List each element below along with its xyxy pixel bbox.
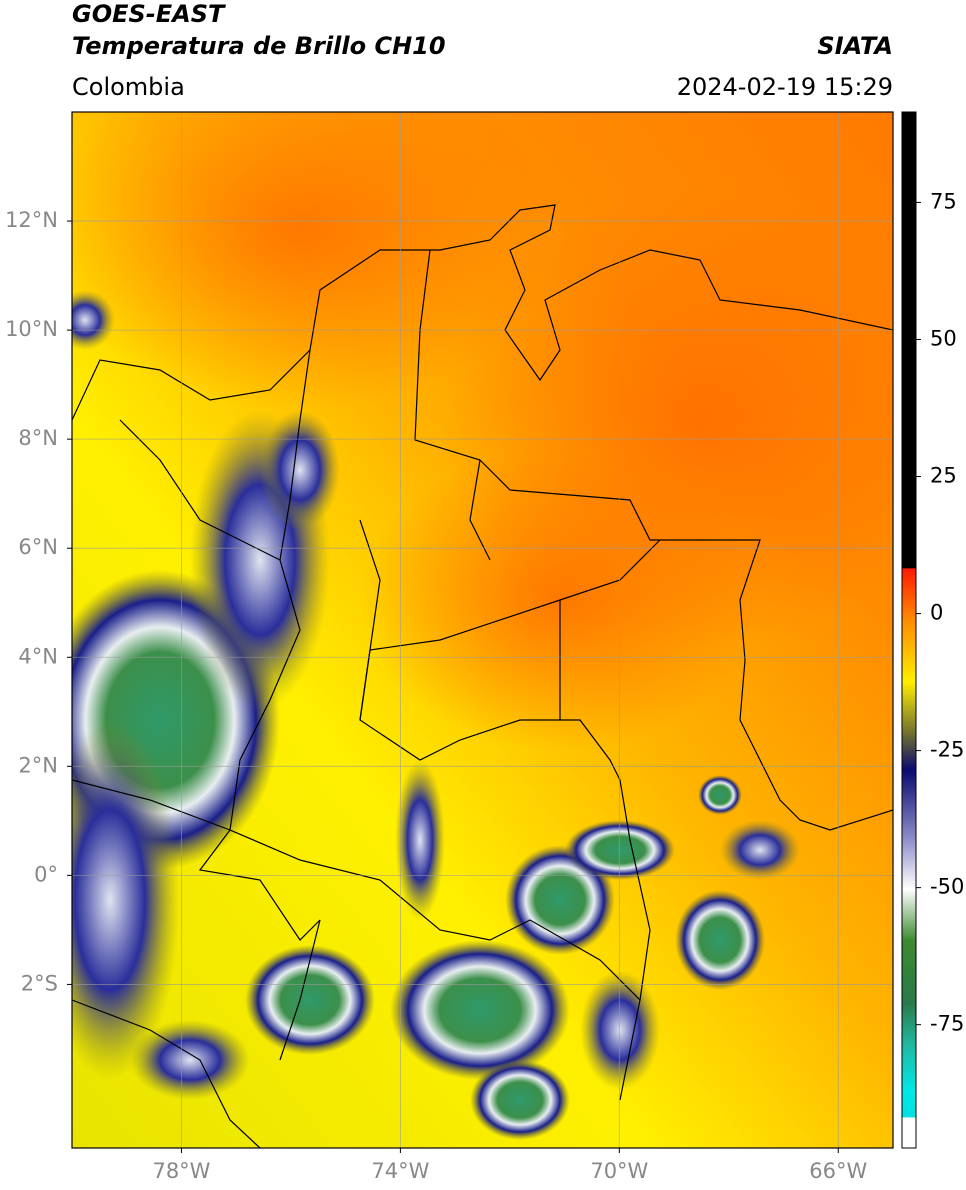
lat-tick-label: 2°N [18, 753, 58, 777]
title-line1: GOES-EAST [72, 0, 226, 28]
colorbar-tick-label: 0 [930, 601, 943, 625]
region: Colombia [72, 73, 185, 101]
colorbar-tick-label: 50 [930, 326, 957, 350]
colorbar-tick-label: 75 [930, 189, 957, 213]
source: SIATA [817, 32, 893, 60]
lat-tick-label: 10°N [5, 317, 58, 341]
colorbar-tick-label: -25 [930, 738, 964, 762]
colorbar-tick-label: 25 [930, 464, 957, 488]
lat-tick-label: 2°S [21, 971, 58, 995]
colorbar [901, 111, 917, 1149]
lat-tick-label: 6°N [18, 535, 58, 559]
datetime: 2024-02-19 15:29 [677, 73, 893, 101]
map-frame [71, 111, 894, 1149]
axes: 12°N 10°N 8°N 6°N 4°N 2°N 0° 2°S 78°W 74°W 70°W 66°… [5, 189, 964, 1183]
colorbar-tick-label: -50 [930, 875, 964, 899]
lon-tick-label: 66°W [809, 1159, 867, 1183]
lon-tick-label: 70°W [590, 1159, 648, 1183]
lat-tick-label: 8°N [18, 426, 58, 450]
lon-tick-label: 78°W [152, 1159, 210, 1183]
lat-tick-label: 4°N [18, 644, 58, 668]
title-line2: Temperatura de Brillo CH10 [72, 32, 446, 60]
lon-tick-label: 74°W [371, 1159, 429, 1183]
lat-tick-label: 0° [34, 862, 58, 886]
grid [72, 112, 893, 1148]
lat-tick-label: 12°N [5, 208, 58, 232]
colorbar-tick-label: -75 [930, 1012, 964, 1036]
satellite-image [72, 112, 893, 1148]
